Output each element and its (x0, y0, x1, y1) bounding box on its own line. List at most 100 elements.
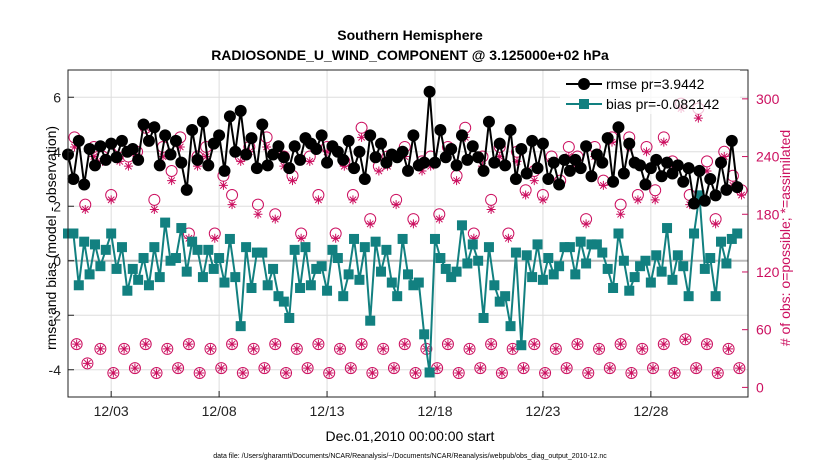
bias-point (133, 274, 144, 285)
rmse-point (348, 162, 361, 175)
possible-obs-marker (562, 140, 575, 153)
bias-point (597, 247, 608, 258)
assimilated-obs-marker (348, 195, 358, 205)
possible-obs-marker (251, 198, 264, 211)
bias-point (645, 277, 656, 288)
assimilated-obs-marker (218, 180, 228, 190)
bias-point (467, 239, 478, 250)
bias-point (403, 269, 413, 280)
bias-point (305, 280, 316, 291)
assimilated-obs-marker (594, 344, 604, 354)
bias-point (543, 253, 554, 264)
possible-obs-marker (549, 342, 562, 355)
assimilated-obs-marker (357, 132, 367, 142)
rmse-point (229, 145, 242, 158)
rmse-point (612, 121, 625, 134)
rmse-point (418, 156, 431, 169)
assimilated-obs-marker (339, 161, 349, 171)
assimilated-obs-marker (583, 368, 593, 378)
possible-obs-marker (236, 366, 249, 379)
assimilated-obs-marker (529, 176, 539, 186)
rmse-point (499, 159, 512, 172)
rmse-point (520, 167, 533, 180)
bias-point (170, 253, 181, 264)
assimilated-obs-marker (637, 344, 647, 354)
rmse-point (186, 123, 199, 136)
y-tick-label: -4 (49, 362, 62, 378)
rmse-point (650, 153, 663, 166)
bias-point (429, 233, 440, 244)
assimilated-obs-marker (149, 204, 159, 214)
rmse-point (142, 134, 155, 147)
assimilated-obs-marker (195, 368, 205, 378)
possible-obs-marker (290, 342, 303, 355)
rmse-point (542, 173, 555, 185)
bias-point (154, 272, 165, 283)
assimilated-obs-marker (650, 195, 660, 205)
possible-obs-marker (323, 366, 336, 379)
bias-point (100, 244, 111, 255)
assimilated-obs-marker (680, 334, 690, 344)
rmse-point (661, 156, 674, 169)
bias-point (262, 280, 273, 291)
assimilated-obs-marker (691, 363, 701, 373)
rmse-point (375, 137, 388, 150)
rmse-point (223, 110, 236, 123)
assimilated-obs-marker (648, 363, 658, 373)
possible-obs-marker (452, 366, 465, 379)
assimilated-obs-marker (296, 233, 306, 243)
assimilated-obs-marker (313, 339, 323, 349)
rmse-point (283, 162, 296, 175)
possible-obs-marker (139, 338, 152, 351)
assimilated-obs-marker (598, 180, 608, 190)
bias-point (289, 244, 300, 255)
bias-point (435, 253, 446, 264)
rmse-point (277, 151, 290, 164)
bias-point (537, 274, 548, 285)
bias-point (176, 223, 187, 234)
assimilated-obs-marker (713, 368, 723, 378)
rmse-point (671, 159, 684, 172)
bias-point (705, 253, 716, 264)
assimilated-obs-marker (626, 368, 636, 378)
rmse-point (342, 134, 355, 147)
bias-point (489, 280, 500, 291)
possible-obs-marker (398, 338, 411, 351)
bias-point (230, 272, 241, 283)
bias-point (500, 291, 511, 302)
possible-obs-marker (215, 362, 228, 375)
rmse-point (617, 167, 630, 180)
rmse-point (569, 153, 582, 166)
assimilated-obs-marker (72, 339, 82, 349)
assimilated-obs-marker (152, 368, 162, 378)
rmse-point (358, 173, 371, 185)
possible-obs-marker (150, 366, 163, 379)
bias-point (570, 269, 581, 280)
possible-obs-marker (172, 362, 185, 375)
y2-tick-label: 300 (756, 91, 780, 107)
rmse-point (509, 173, 522, 185)
possible-obs-marker (182, 338, 195, 351)
data-file-footnote: data file: /Users/gharamti/Documents/NCA… (213, 453, 607, 460)
rmse-point (580, 140, 593, 153)
bias-point (181, 266, 192, 277)
bias-point (721, 258, 732, 269)
assimilated-obs-marker (210, 233, 220, 243)
plot-area (62, 85, 748, 379)
possible-obs-marker (269, 338, 282, 351)
bias-point (629, 272, 640, 283)
assimilated-obs-marker (335, 344, 345, 354)
possible-obs-marker (517, 362, 530, 375)
bias-point (84, 269, 95, 280)
x-tick-label: 12/28 (633, 403, 668, 419)
rmse-point (175, 156, 188, 169)
rmse-point (331, 145, 344, 158)
possible-obs-marker (161, 342, 174, 355)
bias-point (278, 296, 289, 307)
bias-point (203, 244, 214, 255)
assimilated-obs-marker (737, 190, 747, 200)
chart-title: Southern Hemisphere (337, 27, 483, 43)
possible-obs-marker (355, 121, 368, 134)
rmse-point (294, 153, 307, 166)
possible-obs-marker (603, 362, 616, 375)
